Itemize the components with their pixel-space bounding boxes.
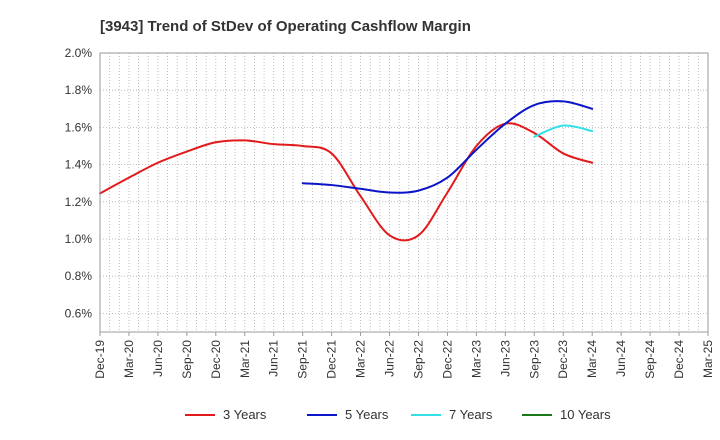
y-tick-label: 1.4%: [65, 158, 93, 172]
legend: 3 Years 5 Years 7 Years 10 Years: [185, 407, 611, 422]
x-tick-label: Dec-23: [556, 340, 570, 379]
y-tick-label: 2.0%: [65, 46, 93, 60]
x-axis: Dec-19 Mar-20 Jun-20 Sep-20 Dec-20 Mar-21 Jun-…: [93, 332, 715, 379]
y-tick-label: 1.0%: [65, 232, 93, 246]
x-tick-label: Jun-21: [267, 340, 281, 377]
y-tick-label: 0.8%: [65, 269, 93, 283]
y-tick-label: 1.8%: [65, 83, 93, 97]
legend-label-7-years: 7 Years: [449, 407, 493, 422]
y-axis: 2.0% 1.8% 1.6% 1.4% 1.2% 1.0% 0.8% 0.6%: [65, 46, 93, 320]
x-tick-label: Mar-23: [469, 340, 483, 378]
plot-area: [99, 52, 709, 333]
x-tick-label: Jun-24: [614, 340, 628, 377]
y-tick-label: 1.2%: [65, 195, 93, 209]
x-tick-label: Sep-21: [296, 340, 310, 379]
x-tick-label: Jun-20: [151, 340, 165, 377]
series-group: [99, 100, 594, 242]
legend-label-10-years: 10 Years: [560, 407, 611, 422]
x-tick-label: Dec-21: [325, 340, 339, 379]
x-tick-label: Jun-22: [383, 340, 397, 377]
x-tick-label: Jun-23: [498, 340, 512, 377]
x-tick-label: Sep-24: [643, 340, 657, 379]
x-tick-label: Dec-19: [93, 340, 107, 379]
x-tick-label: Sep-20: [180, 340, 194, 379]
series-line-5-years: [301, 100, 594, 194]
y-tick-label: 1.6%: [65, 120, 93, 134]
x-tick-label: Sep-22: [411, 340, 425, 379]
x-tick-label: Mar-22: [354, 340, 368, 378]
series-line-7-years: [533, 124, 594, 138]
x-tick-label: Sep-23: [527, 340, 541, 379]
x-tick-label: Mar-25: [701, 340, 715, 378]
x-tick-label: Mar-21: [238, 340, 252, 378]
y-tick-label: 0.6%: [65, 306, 93, 320]
x-tick-label: Mar-20: [122, 340, 136, 378]
x-tick-label: Dec-24: [672, 340, 686, 379]
legend-label-3-years: 3 Years: [223, 407, 267, 422]
x-tick-label: Dec-22: [440, 340, 454, 379]
x-tick-label: Dec-20: [209, 340, 223, 379]
series-line-3-years: [99, 122, 594, 242]
chart-title: [3943] Trend of StDev of Operating Cashf…: [100, 18, 471, 35]
x-tick-label: Mar-24: [585, 340, 599, 378]
legend-label-5-years: 5 Years: [345, 407, 389, 422]
